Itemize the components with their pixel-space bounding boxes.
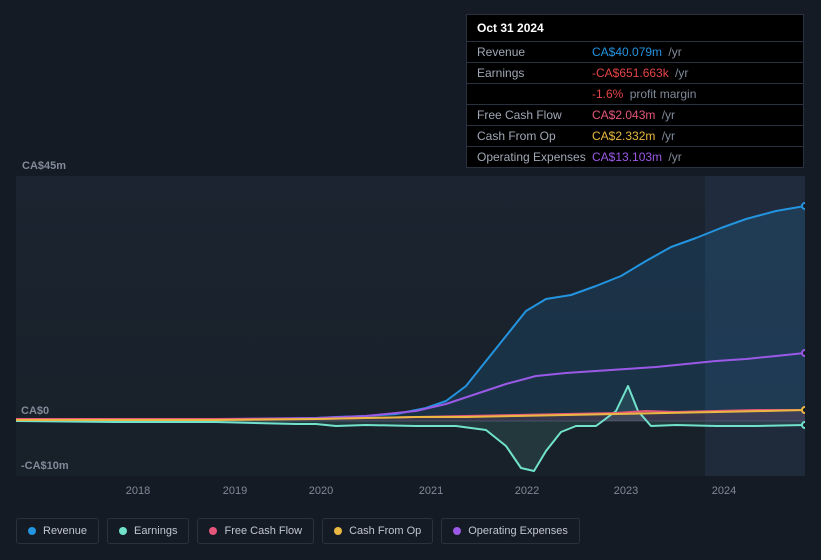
legend-dot-icon — [28, 527, 36, 535]
tooltip-row: RevenueCA$40.079m /yr — [467, 42, 803, 63]
legend-label: Operating Expenses — [468, 525, 568, 537]
tooltip-row-label: Revenue — [477, 45, 592, 59]
legend-item[interactable]: Cash From Op — [322, 518, 433, 544]
legend-item[interactable]: Earnings — [107, 518, 189, 544]
legend-item[interactable]: Operating Expenses — [441, 518, 580, 544]
chart-plot-area: CA$0 -CA$10m — [16, 176, 805, 476]
tooltip-row-label: Operating Expenses — [477, 150, 592, 164]
x-axis-tick-label: 2022 — [515, 485, 539, 497]
legend-item[interactable]: Revenue — [16, 518, 99, 544]
legend-label: Free Cash Flow — [224, 525, 302, 537]
chart-tooltip: Oct 31 2024 RevenueCA$40.079m /yrEarning… — [466, 14, 804, 168]
tooltip-row: Cash From OpCA$2.332m /yr — [467, 126, 803, 147]
tooltip-row-value: -1.6% profit margin — [592, 87, 793, 101]
tooltip-row-value: CA$2.043m /yr — [592, 108, 793, 122]
tooltip-row: -1.6% profit margin — [467, 84, 803, 105]
tooltip-row-label — [477, 87, 592, 101]
y-axis-label-min: -CA$10m — [21, 460, 69, 472]
x-axis-tick-label: 2018 — [126, 485, 150, 497]
tooltip-date: Oct 31 2024 — [467, 15, 803, 42]
x-axis-labels: 2018 2019 2020 2021 2022 2023 2024 — [16, 485, 805, 500]
tooltip-row-label: Free Cash Flow — [477, 108, 592, 122]
legend-dot-icon — [209, 527, 217, 535]
tooltip-row-label: Earnings — [477, 66, 592, 80]
x-axis-tick-label: 2023 — [614, 485, 638, 497]
tooltip-row-value: -CA$651.663k /yr — [592, 66, 793, 80]
chart-legend: Revenue Earnings Free Cash Flow Cash From O… — [16, 518, 580, 544]
y-axis-label-max: CA$45m — [22, 160, 66, 172]
x-axis-tick-label: 2021 — [419, 485, 443, 497]
tooltip-row-value: CA$2.332m /yr — [592, 129, 793, 143]
legend-label: Earnings — [134, 525, 177, 537]
tooltip-row: Free Cash FlowCA$2.043m /yr — [467, 105, 803, 126]
legend-item[interactable]: Free Cash Flow — [197, 518, 314, 544]
legend-dot-icon — [119, 527, 127, 535]
legend-label: Revenue — [43, 525, 87, 537]
tooltip-row-label: Cash From Op — [477, 129, 592, 143]
tooltip-row-value: CA$40.079m /yr — [592, 45, 793, 59]
tooltip-row: Operating ExpensesCA$13.103m /yr — [467, 147, 803, 167]
legend-dot-icon — [453, 527, 461, 535]
tooltip-row-value: CA$13.103m /yr — [592, 150, 793, 164]
legend-dot-icon — [334, 527, 342, 535]
y-axis-label-zero: CA$0 — [21, 405, 49, 417]
x-axis-tick-label: 2024 — [712, 485, 736, 497]
chart-svg — [16, 176, 805, 476]
x-axis-tick-label: 2020 — [309, 485, 333, 497]
tooltip-row: Earnings-CA$651.663k /yr — [467, 63, 803, 84]
x-axis-tick-label: 2019 — [223, 485, 247, 497]
legend-label: Cash From Op — [349, 525, 421, 537]
